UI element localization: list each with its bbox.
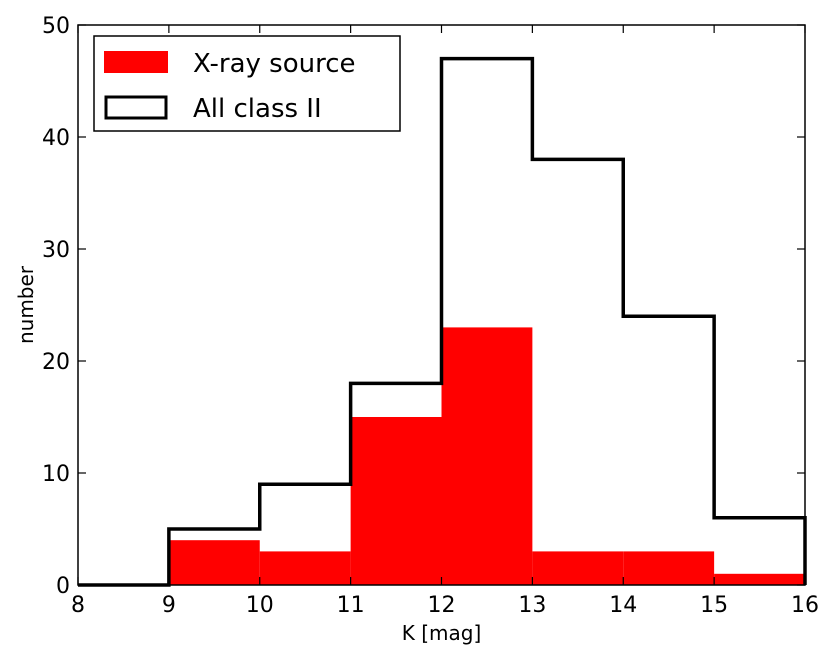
legend-label-xray: X-ray source (193, 49, 356, 79)
x-tick-label: 8 (71, 593, 85, 618)
x-tick-label: 14 (609, 593, 637, 618)
x-tick-label: 9 (162, 593, 176, 618)
legend-swatch-class2 (104, 95, 168, 120)
legend-swatch-xray (104, 51, 168, 73)
x-tick-labels: 8 9 10 11 12 13 14 15 16 (71, 593, 819, 618)
x-tick-label: 12 (428, 593, 456, 618)
y-tick-label: 30 (42, 238, 70, 263)
y-tick-label: 40 (42, 126, 70, 151)
x-tick-label: 10 (246, 593, 274, 618)
xray-bars-layer (168, 327, 805, 585)
legend-label-class2: All class II (193, 94, 322, 124)
xray-bar (441, 327, 533, 585)
x-tick-label: 11 (337, 593, 365, 618)
x-axis-label: K [mag] (402, 621, 482, 645)
xray-bar (532, 551, 624, 585)
y-tick-labels: 0 10 20 30 40 50 (42, 14, 70, 599)
xray-bar (168, 540, 260, 585)
y-tick-label: 50 (42, 14, 70, 39)
xray-bar (714, 573, 805, 585)
x-tick-label: 13 (518, 593, 546, 618)
xray-bar (259, 551, 351, 585)
legend: X-ray source All class II (93, 35, 401, 132)
xray-bar (350, 417, 442, 585)
x-tick-label: 16 (791, 593, 819, 618)
y-tick-label: 20 (42, 350, 70, 375)
axis-ticks (77, 24, 806, 586)
class2-step-line (78, 56, 807, 587)
xray-bar (623, 551, 715, 585)
class2-step-layer (78, 56, 807, 587)
x-tick-label: 15 (700, 593, 728, 618)
y-tick-label: 10 (42, 462, 70, 487)
y-tick-label: 0 (56, 574, 70, 599)
y-axis-label: number (14, 265, 38, 344)
